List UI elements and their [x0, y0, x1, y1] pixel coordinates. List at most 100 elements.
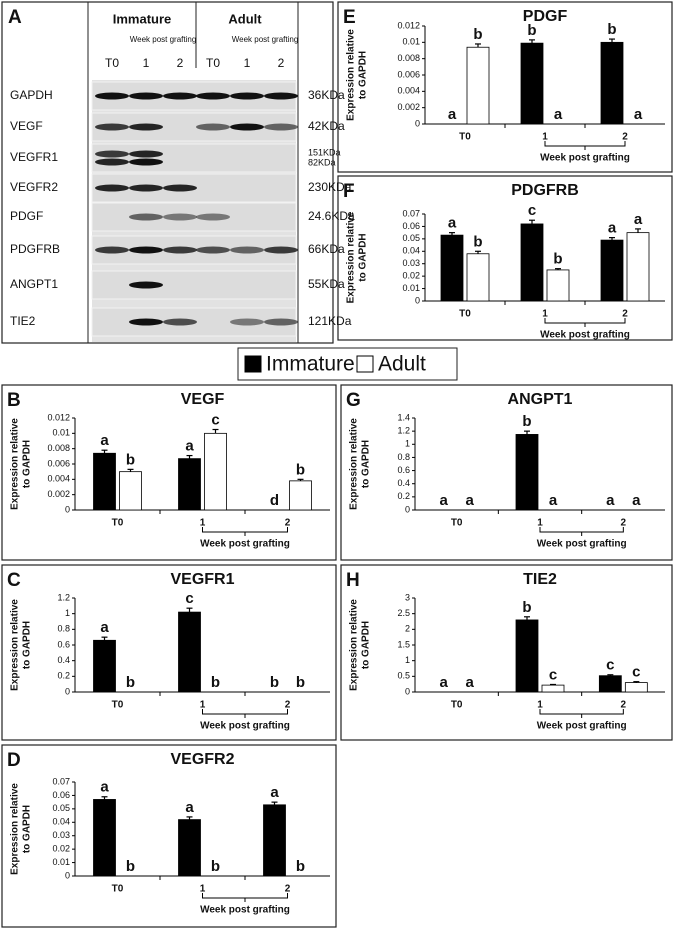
panel-label: D — [7, 750, 21, 771]
y-tick-label: 1.4 — [397, 412, 410, 422]
significance-letter: a — [549, 492, 558, 509]
lane-label: T0 — [105, 56, 119, 70]
bracket — [539, 527, 624, 536]
significance-letter: a — [465, 492, 474, 509]
x-tick-label: 1 — [200, 700, 206, 711]
significance-letter: c — [606, 657, 614, 674]
y-tick-label: 0 — [65, 686, 70, 696]
significance-letter: b — [473, 26, 482, 43]
blot-band — [163, 213, 197, 221]
y-tick-label: 3 — [405, 592, 410, 602]
bar — [440, 234, 464, 302]
x-axis-label: Week post grafting — [200, 905, 290, 916]
blot-band — [230, 92, 264, 100]
significance-letter: a — [634, 106, 643, 123]
blot-band — [163, 246, 197, 254]
significance-letter: b — [473, 233, 482, 250]
significance-letter: b — [527, 22, 536, 39]
x-tick-label: 1 — [542, 132, 548, 143]
chart-title: PDGF — [523, 8, 568, 25]
size-label: 151KDa — [308, 147, 341, 157]
x-axis-label: Week post grafting — [200, 539, 290, 550]
significance-letter: b — [211, 858, 220, 875]
y-tick-label: 0.03 — [52, 830, 70, 840]
y-axis-label: Expression relative — [349, 418, 360, 510]
significance-letter: a — [100, 432, 109, 449]
y-tick-label: 1 — [65, 608, 70, 618]
x-tick-label: T0 — [112, 884, 124, 895]
significance-letter: b — [126, 858, 135, 875]
y-tick-label: 1.2 — [397, 426, 410, 436]
bar — [600, 41, 624, 125]
panel-label: C — [7, 570, 21, 591]
panel-label: E — [343, 7, 356, 28]
protein-label: VEGF — [10, 119, 43, 133]
bar — [466, 253, 490, 302]
y-tick-label: 0.004 — [47, 474, 70, 484]
x-tick-label: T0 — [112, 518, 124, 529]
y-axis-label: to GAPDH — [22, 805, 33, 853]
y-tick-label: 0.2 — [397, 491, 410, 501]
significance-letter: a — [634, 211, 643, 228]
blot-strip — [91, 270, 297, 300]
y-tick-label: 0 — [405, 686, 410, 696]
bar — [178, 819, 201, 877]
significance-letter: a — [270, 784, 279, 801]
bar — [204, 432, 227, 511]
significance-letter: b — [553, 251, 562, 268]
blot-band — [196, 92, 230, 100]
panel-frame — [337, 175, 673, 341]
y-axis-label: to GAPDH — [361, 440, 372, 488]
blot-band — [264, 318, 298, 326]
group-label: Adult — [228, 11, 262, 26]
x-tick-label: 1 — [542, 309, 548, 320]
blot-band — [264, 92, 298, 100]
y-tick-label: 0.6 — [57, 639, 70, 649]
y-tick-label: 0.01 — [52, 857, 70, 867]
y-axis-label: Expression relative — [10, 599, 21, 691]
significance-letter: d — [270, 492, 279, 509]
y-axis-label: Expression relative — [349, 599, 360, 691]
blot-band — [95, 150, 129, 158]
significance-letter: b — [126, 451, 135, 468]
protein-label: VEGFR2 — [10, 180, 58, 194]
blot-band — [129, 318, 163, 326]
y-tick-label: 0.012 — [47, 412, 70, 422]
panel-frame — [1, 744, 337, 928]
blot-band — [163, 318, 197, 326]
chart-title: VEGFR1 — [170, 571, 234, 588]
panel-label: G — [346, 390, 361, 411]
bar — [263, 804, 286, 877]
week-label: Week post grafting — [232, 35, 299, 44]
x-axis-label: Week post grafting — [200, 721, 290, 732]
panel-frame — [340, 384, 673, 561]
blot-band — [95, 92, 129, 100]
blot-band — [95, 246, 129, 254]
y-axis-label: to GAPDH — [358, 233, 369, 281]
lane-label: 2 — [278, 56, 285, 70]
bar — [178, 458, 201, 511]
significance-letter: a — [554, 106, 563, 123]
panel-label: F — [343, 181, 355, 202]
significance-letter: a — [185, 799, 194, 816]
significance-letter: a — [100, 779, 109, 796]
group-label: Immature — [113, 11, 172, 26]
y-axis-label: to GAPDH — [361, 621, 372, 669]
significance-letter: a — [606, 492, 615, 509]
size-label: 42KDa — [308, 119, 345, 133]
chart-title: VEGFR2 — [170, 751, 234, 768]
significance-letter: a — [100, 619, 109, 636]
significance-letter: b — [522, 599, 531, 616]
size-label: 66KDa — [308, 242, 345, 256]
blot-band — [129, 123, 163, 131]
y-axis-label: Expression relative — [346, 29, 357, 121]
size-label: 121KDa — [308, 314, 352, 328]
legend-swatch — [356, 355, 374, 373]
bar — [466, 46, 490, 125]
y-tick-label: 0.01 — [402, 37, 420, 47]
bracket — [544, 141, 626, 150]
x-tick-label: T0 — [451, 518, 463, 529]
bar — [289, 480, 312, 511]
y-axis-label: Expression relative — [346, 211, 357, 303]
significance-letter: a — [632, 492, 641, 509]
